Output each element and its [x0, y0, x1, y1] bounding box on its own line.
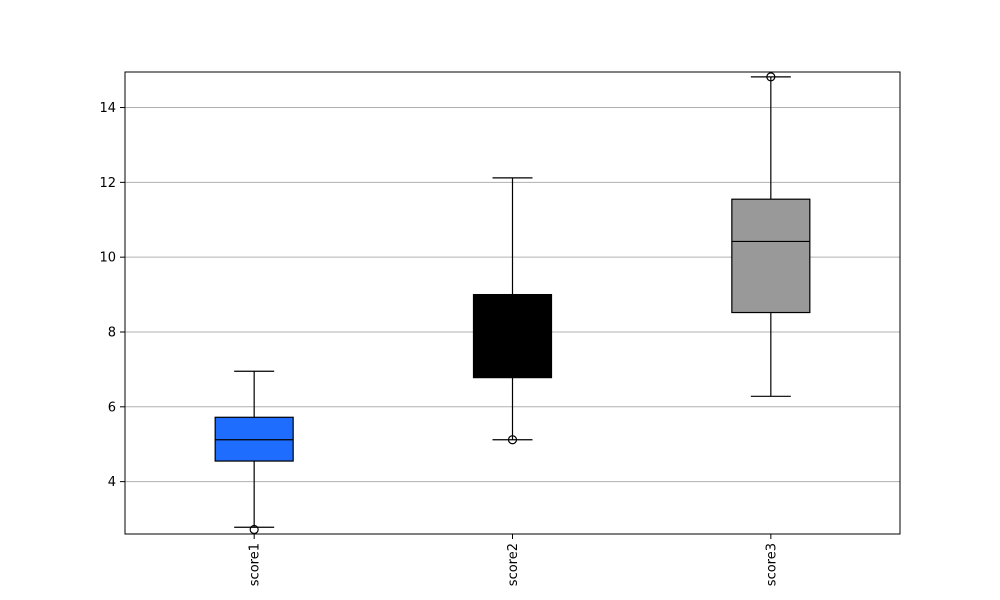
x-tick-label: score1: [248, 543, 263, 586]
y-tick-label: 8: [108, 325, 116, 340]
x-tick-label: score2: [506, 543, 521, 586]
y-tick-label: 10: [99, 251, 116, 266]
box-body: [731, 198, 811, 314]
boxes: [214, 72, 811, 535]
y-tick-label: 14: [99, 101, 116, 116]
outlier-point: [507, 435, 518, 445]
box-score3: [731, 72, 811, 397]
y-tick-label: 6: [108, 400, 116, 415]
outlier-point: [766, 72, 776, 82]
box-body: [472, 293, 553, 379]
y-tick-label: 12: [99, 176, 116, 191]
x-tick-label: score3: [764, 543, 779, 586]
box-score2: [472, 177, 553, 445]
axes: 4 6 8 10 12 14 score1 score2 score3: [99, 101, 779, 586]
y-tick-label: 4: [108, 475, 116, 490]
box-score1: [214, 370, 294, 535]
